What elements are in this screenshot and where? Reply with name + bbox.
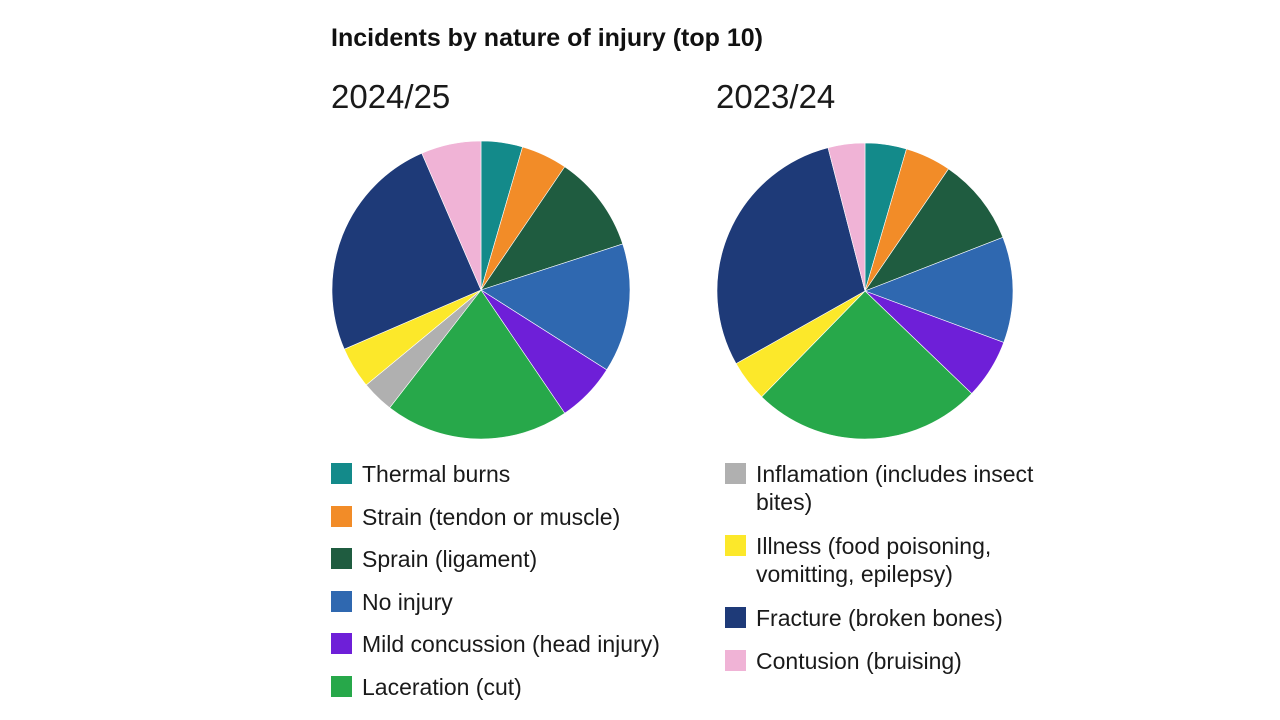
legend-swatch <box>725 463 746 484</box>
pie-slice-laceration-cut <box>761 290 973 440</box>
pie-subtitle-2024-25: 2024/25 <box>331 78 451 115</box>
legend-swatch <box>331 675 352 697</box>
legend-swatch <box>331 548 352 570</box>
legend-item-fracture: Fracture (broken bones) <box>725 604 1045 647</box>
legend-label: Mild concussion (head injury) <box>362 631 660 658</box>
pie-chart-2024-25 <box>331 140 631 440</box>
legend-label: Fracture (broken bones) <box>756 605 1003 631</box>
pie-slice-no-injury <box>864 236 1014 343</box>
legend-swatch <box>725 649 746 671</box>
pie-slice-fracture-broken-bones <box>716 147 866 365</box>
legend-item-strain: Strain (tendon or muscle) <box>331 503 701 546</box>
legend-label: No injury <box>362 588 453 615</box>
pie-subtitle-2023-24: 2023/24 <box>716 78 836 115</box>
legend-item-sprain: Sprain (ligament) <box>331 545 701 588</box>
legend-left-column: Thermal burns Strain (tendon or muscle) … <box>331 460 701 716</box>
pie-slice-contusion-bruising <box>827 142 866 292</box>
pie-slice-no-injury <box>480 243 631 371</box>
legend-item-illness: Illness (food poisoning, vomitting, epil… <box>725 532 1045 604</box>
pie-slice-fracture-broken-bones <box>331 152 482 350</box>
legend-item-inflamation: Inflamation (includes insect bites) <box>725 460 1045 532</box>
legend-label: Illness (food poisoning, vomitting, epil… <box>756 533 992 587</box>
pie-slice-sprain-ligament <box>480 166 624 291</box>
chart-title: Incidents by nature of injury (top 10) <box>331 24 763 52</box>
legend-item-mild-concussion: Mild concussion (head injury) <box>331 630 701 673</box>
pie-chart-2023-24 <box>716 142 1014 440</box>
legend-swatch <box>725 535 746 556</box>
legend-label: Contusion (bruising) <box>756 647 962 674</box>
legend-swatch <box>331 505 352 527</box>
pie-slice-contusion-bruising <box>421 140 482 291</box>
legend-label: Thermal burns <box>362 461 511 487</box>
legend-swatch <box>331 633 352 655</box>
legend-item-contusion: Contusion (bruising) <box>725 647 1045 690</box>
legend-label: Sprain (ligament) <box>362 546 538 573</box>
legend-swatch <box>331 590 352 612</box>
legend-label: Laceration (cut) <box>362 673 522 700</box>
legend-swatch <box>331 463 352 484</box>
legend-label: Inflamation (includes insect bites) <box>756 461 1034 515</box>
legend-swatch <box>725 607 746 628</box>
pie-slice-sprain-ligament <box>864 168 1004 292</box>
legend-item-no-injury: No injury <box>331 588 701 631</box>
legend-right-column: Inflamation (includes insect bites) Illn… <box>725 460 1045 689</box>
legend-item-thermal-burns: Thermal burns <box>331 460 701 503</box>
legend-item-laceration: Laceration (cut) <box>331 673 701 716</box>
pie-slice-laceration-cut <box>389 289 566 440</box>
legend-label: Strain (tendon or muscle) <box>362 503 621 530</box>
